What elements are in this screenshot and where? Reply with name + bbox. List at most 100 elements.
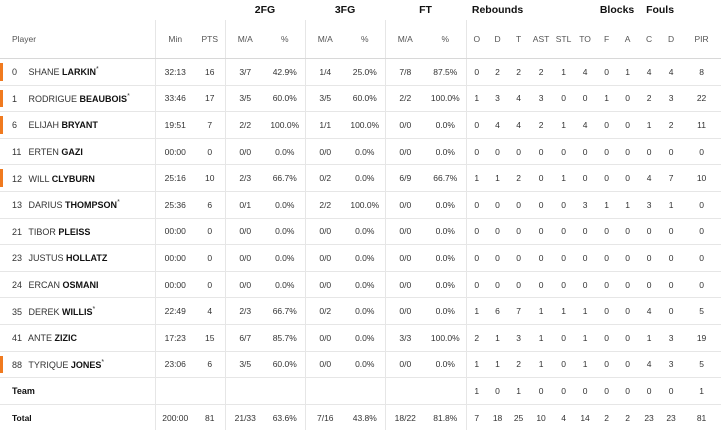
player-number: 35 [12,307,26,317]
stat-blk-f: 1 [596,85,617,112]
stat-reb-d: 18 [487,404,508,430]
stat-foul-d: 0 [660,378,682,405]
player-first-name: TYRIQUE [28,360,68,370]
player-last-name: GAZI [61,147,83,157]
stat-ast: 0 [529,191,553,218]
stat-2fg-pct: 0.0% [265,191,305,218]
stat-reb-d: 1 [487,351,508,378]
stat-pts: 0 [195,138,225,165]
stat-min: 25:16 [155,165,195,192]
stat-stl: 0 [553,85,574,112]
stat-foul-c: 4 [638,165,660,192]
stat-ft-pct: 87.5% [425,59,466,86]
stat-ast: 10 [529,404,553,430]
player-last-name: OSMANI [63,280,99,290]
stat-ft-pct: 0.0% [425,245,466,272]
stat-to: 14 [574,404,596,430]
stat-reb-t: 0 [508,191,529,218]
stat-to: 4 [574,59,596,86]
stat-3fg-ma: 7/16 [305,404,345,430]
stat-to: 0 [574,165,596,192]
stat-blk-f: 0 [596,271,617,298]
col-header-blk-a: A [617,20,638,59]
stat-pts: 10 [195,165,225,192]
stat-reb-t: 1 [508,378,529,405]
group-fouls: Fouls [638,0,682,20]
stat-blk-a: 0 [617,324,638,351]
stat-reb-t: 0 [508,245,529,272]
stat-blk-f: 2 [596,404,617,430]
col-header-3fg-ma: M/A [305,20,345,59]
player-name-link[interactable]: 6 ELIJAH BRYANT [0,112,155,139]
stat-3fg-ma: 2/2 [305,191,345,218]
stat-pir: 11 [682,112,721,139]
stat-3fg-ma [305,378,345,405]
stat-pir: 5 [682,351,721,378]
player-last-name: JONES [71,360,102,370]
player-last-name: LARKIN [62,67,96,77]
stat-reb-t: 2 [508,165,529,192]
player-name-link[interactable]: 41 ANTE ZIZIC [0,324,155,351]
group-header-row: 2FG 3FG FT Rebounds Blocks Fouls [0,0,721,20]
stat-2fg-pct: 42.9% [265,59,305,86]
stat-blk-a: 0 [617,138,638,165]
stat-2fg-pct: 0.0% [265,271,305,298]
stat-reb-o: 0 [466,138,487,165]
stat-pir: 0 [682,218,721,245]
player-first-name: JUSTUS [29,253,64,263]
stat-reb-o: 0 [466,191,487,218]
player-first-name: WILL [29,174,50,184]
stat-min: 00:00 [155,218,195,245]
stat-stl: 0 [553,218,574,245]
player-last-name: WILLIS [62,307,93,317]
stat-pir: 0 [682,245,721,272]
player-name-link[interactable]: 13 DARIUS THOMPSON* [0,191,155,218]
stat-2fg-ma: 3/5 [225,85,265,112]
player-name-link[interactable]: 88 TYRIQUE JONES* [0,351,155,378]
col-header-ft-ma: M/A [385,20,425,59]
stat-reb-o: 0 [466,271,487,298]
stat-ft-pct [425,378,466,405]
stat-blk-f: 1 [596,191,617,218]
stat-blk-a: 1 [617,59,638,86]
player-name-link[interactable]: 24 ERCAN OSMANI [0,271,155,298]
stat-foul-d: 0 [660,218,682,245]
stat-stl: 0 [553,271,574,298]
stat-min: 22:49 [155,298,195,325]
stat-to: 1 [574,324,596,351]
group-2fg: 2FG [225,0,305,20]
player-name-link[interactable]: 35 DEREK WILLIS* [0,298,155,325]
stat-reb-d: 6 [487,298,508,325]
player-name-link[interactable]: 21 TIBOR PLEISS [0,218,155,245]
player-number: 88 [12,360,26,370]
stat-2fg-pct: 0.0% [265,138,305,165]
stat-ft-pct: 81.8% [425,404,466,430]
player-name-link[interactable]: 0 SHANE LARKIN* [0,59,155,86]
player-name-link[interactable]: 1 RODRIGUE BEAUBOIS* [0,85,155,112]
group-rebounds: Rebounds [466,0,529,20]
stat-foul-c: 1 [638,112,660,139]
stat-to: 0 [574,138,596,165]
col-header-ft-pct: % [425,20,466,59]
stat-reb-t: 4 [508,112,529,139]
stat-foul-c: 0 [638,138,660,165]
stat-pir: 0 [682,271,721,298]
stat-3fg-ma: 0/0 [305,324,345,351]
stat-reb-o: 0 [466,218,487,245]
stat-ft-ma: 0/0 [385,112,425,139]
col-header-2fg-pct: % [265,20,305,59]
stat-ft-pct: 0.0% [425,298,466,325]
player-last-name: CLYBURN [52,174,95,184]
stat-2fg-ma: 0/0 [225,271,265,298]
stat-foul-c: 0 [638,245,660,272]
player-name-link[interactable]: 11 ERTEN GAZI [0,138,155,165]
stat-reb-d: 0 [487,218,508,245]
player-name-link[interactable]: 12 WILL CLYBURN [0,165,155,192]
player-name-link[interactable]: 23 JUSTUS HOLLATZ [0,245,155,272]
stat-foul-d: 0 [660,271,682,298]
stat-foul-d: 0 [660,138,682,165]
